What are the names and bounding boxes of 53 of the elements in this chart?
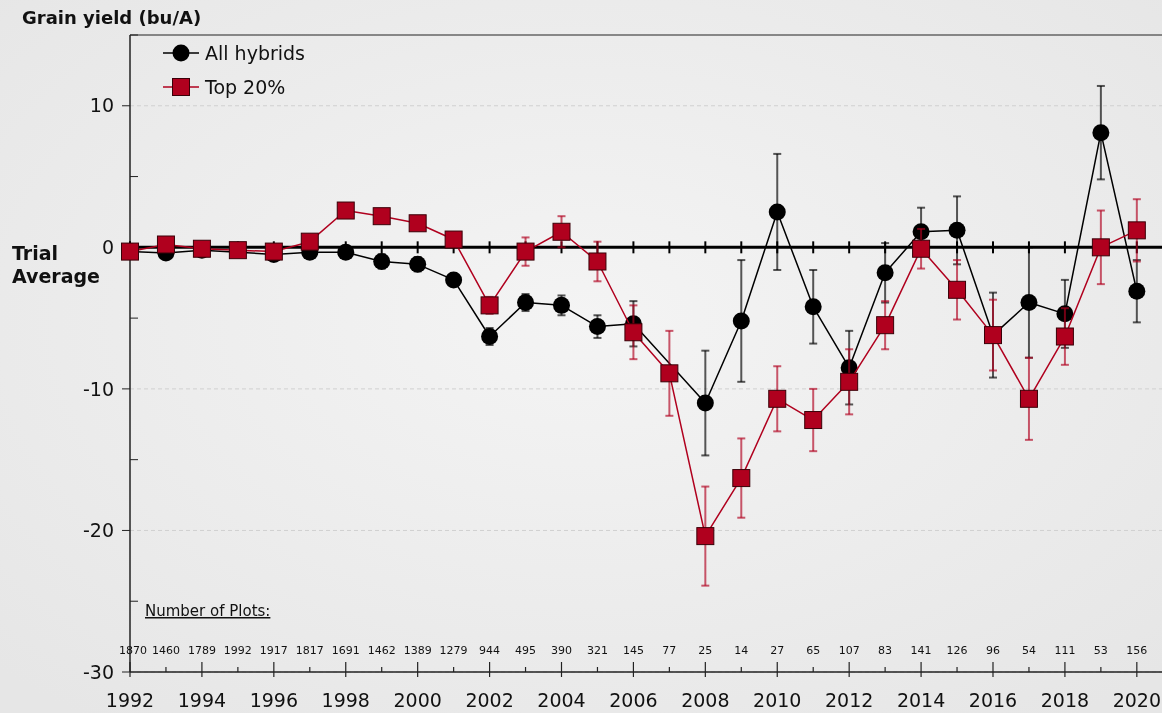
annotation: 27 — [770, 644, 785, 657]
x-tick-label: 2004 — [537, 689, 586, 711]
annotation: 495 — [515, 644, 537, 657]
x-tick-label: 2016 — [968, 689, 1018, 711]
annotation: 390 — [551, 644, 572, 657]
annotation: 54 — [1021, 644, 1036, 657]
annotation: 107 — [838, 644, 860, 657]
x-tick-label: 1992 — [105, 689, 155, 711]
annotation: 141 — [910, 644, 932, 657]
annotation: 25 — [698, 644, 713, 657]
annotation: 126 — [946, 644, 968, 657]
annotation: 111 — [1054, 644, 1076, 657]
annotation: 321 — [586, 644, 608, 657]
y-tick-label: 0 — [101, 235, 114, 258]
x-tick-label: 2018 — [1040, 689, 1090, 711]
x-tick-label: 2014 — [896, 689, 946, 711]
annotation: 1917 — [259, 644, 288, 657]
ref-line-label: Trial Average — [12, 242, 100, 288]
legend-label: Top 20% — [204, 75, 286, 98]
x-tick-label: 1994 — [177, 689, 227, 711]
annotation: Number of Plots: — [145, 602, 271, 620]
annotation: 1691 — [331, 644, 360, 657]
x-tick-label: 1996 — [249, 689, 299, 711]
y-tick-label: -20 — [82, 519, 114, 542]
annotation: 1789 — [187, 644, 216, 657]
x-tick-label: 2002 — [465, 689, 514, 711]
annotation: 1992 — [223, 644, 252, 657]
annotation: 145 — [622, 644, 644, 657]
y-tick-label: -10 — [82, 377, 114, 400]
annotation: 65 — [806, 644, 821, 657]
x-tick-label: 2008 — [681, 689, 730, 711]
annotation: 1279 — [439, 644, 468, 657]
annotation: 944 — [479, 644, 501, 657]
x-tick-label: 1998 — [321, 689, 370, 711]
y-tick-label: -30 — [82, 660, 114, 683]
annotation: 1462 — [367, 644, 396, 657]
x-tick-label: 2010 — [753, 689, 802, 711]
annotation: 77 — [662, 644, 677, 657]
annotation: 1817 — [295, 644, 324, 657]
x-tick-label: 2000 — [393, 689, 442, 711]
x-tick-label: 2020 — [1112, 689, 1162, 711]
legend-label: All hybrids — [205, 41, 305, 64]
y-axis-title: Grain yield (bu/A) — [22, 7, 202, 28]
annotation: 14 — [734, 644, 749, 657]
y-tick-label: 10 — [89, 94, 114, 117]
annotation: 1460 — [151, 644, 180, 657]
x-tick-label: 2012 — [824, 689, 874, 711]
annotation: 53 — [1093, 644, 1108, 657]
annotation: 96 — [986, 644, 1000, 657]
annotation: 156 — [1126, 644, 1148, 657]
x-tick-label: 2006 — [609, 689, 658, 711]
annotation: 1389 — [403, 644, 432, 657]
annotation: 83 — [878, 644, 893, 657]
